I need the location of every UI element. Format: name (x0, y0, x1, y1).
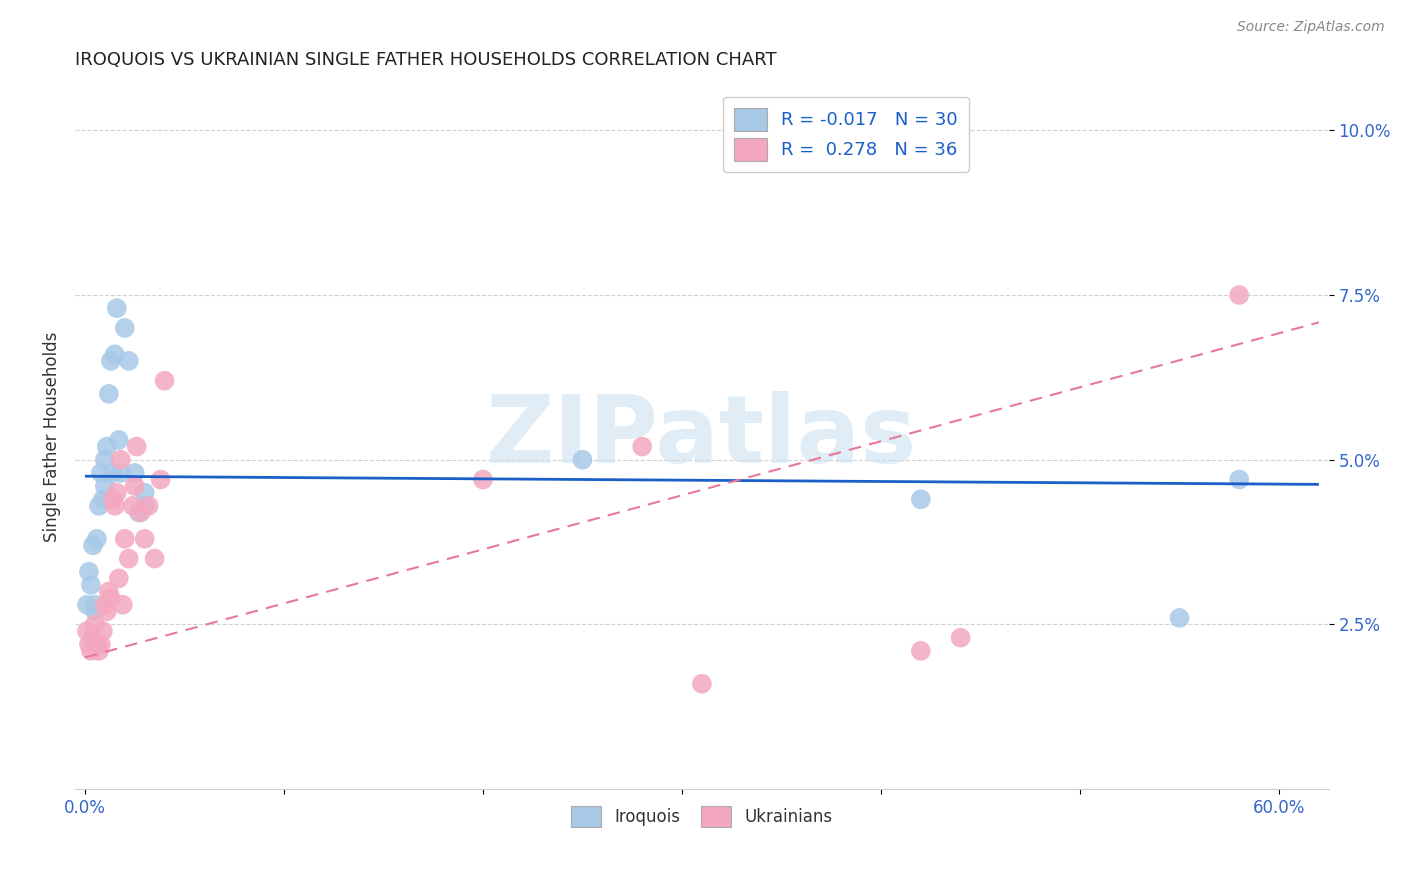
Point (107, 433, 129, 447)
Point (111, 598, 134, 612)
Point (153, 374, 176, 388)
Point (690, 677, 713, 691)
Point (87, 499, 110, 513)
Point (118, 551, 141, 566)
Point (94, 452, 117, 467)
Point (94, 598, 117, 612)
Point (124, 466, 146, 480)
Y-axis label: Single Father Households: Single Father Households (44, 332, 60, 541)
Point (80, 578, 103, 592)
Text: IROQUOIS VS UKRAINIAN SINGLE FATHER HOUSEHOLDS CORRELATION CHART: IROQUOIS VS UKRAINIAN SINGLE FATHER HOUS… (75, 51, 776, 69)
Point (949, 631, 972, 645)
Point (96, 440, 118, 454)
Point (910, 644, 932, 658)
Text: Source: ZipAtlas.com: Source: ZipAtlas.com (1237, 20, 1385, 34)
Point (84, 598, 107, 612)
Legend: Iroquois, Ukrainians: Iroquois, Ukrainians (565, 799, 839, 834)
Point (90, 466, 112, 480)
Point (101, 466, 124, 480)
Point (110, 452, 132, 467)
Point (77, 565, 100, 579)
Point (101, 492, 124, 507)
Point (100, 354, 122, 368)
Point (472, 473, 495, 487)
Point (128, 505, 150, 519)
Point (138, 499, 160, 513)
Point (134, 499, 156, 513)
Point (86, 532, 108, 546)
Point (97, 584, 120, 599)
Point (82, 538, 104, 552)
Point (84, 604, 107, 618)
Point (86, 637, 108, 651)
Point (97, 387, 120, 401)
Point (100, 591, 122, 606)
Point (105, 485, 128, 500)
Point (134, 485, 156, 500)
Point (80, 644, 103, 658)
Point (149, 473, 172, 487)
Point (76, 624, 98, 638)
Point (107, 571, 129, 585)
Point (118, 354, 141, 368)
Point (910, 492, 932, 507)
Point (94, 479, 117, 493)
Point (1227, 288, 1250, 302)
Point (87, 644, 110, 658)
Point (91, 624, 114, 638)
Point (124, 479, 146, 493)
Point (143, 551, 166, 566)
Point (1168, 611, 1191, 625)
Point (114, 532, 136, 546)
Text: ZIPatlas: ZIPatlas (486, 391, 918, 483)
Point (110, 466, 132, 480)
Point (105, 301, 128, 315)
Point (76, 598, 98, 612)
Point (114, 321, 136, 335)
Point (90, 637, 112, 651)
Point (571, 452, 593, 467)
Point (104, 499, 127, 513)
Point (121, 499, 143, 513)
Point (91, 492, 114, 507)
Point (82, 631, 104, 645)
Point (77, 637, 100, 651)
Point (631, 440, 654, 454)
Point (104, 347, 127, 361)
Point (84, 617, 107, 632)
Point (134, 532, 156, 546)
Point (129, 505, 152, 519)
Point (125, 440, 148, 454)
Point (1227, 473, 1250, 487)
Point (96, 604, 118, 618)
